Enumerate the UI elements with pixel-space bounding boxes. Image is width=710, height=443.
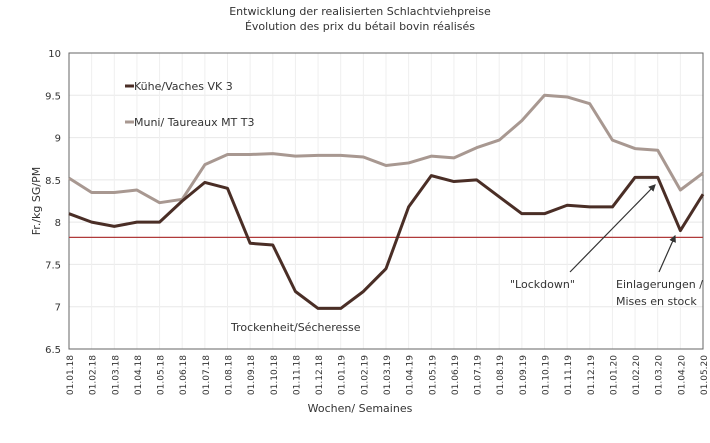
y-tick-label: 9.5: [45, 91, 61, 102]
x-tick-label: 01.01.19: [338, 355, 348, 395]
x-tick-label: 01.05.19: [428, 355, 438, 395]
x-tick-label: 01.07.18: [202, 355, 212, 395]
y-tick-label: 8: [55, 218, 61, 229]
x-tick-label: 01.02.18: [89, 355, 99, 395]
y-tick-label: 9: [55, 134, 61, 145]
y-tick-label: 7: [55, 303, 61, 314]
lockdown-arrow: [569, 184, 656, 273]
x-tick-label: 01.07.19: [474, 355, 484, 395]
x-tick-label: 01.10.19: [542, 355, 552, 395]
x-tick-label: 01.08.19: [496, 355, 506, 395]
x-tick-label: 01.06.19: [451, 355, 461, 395]
storage-arrow: [658, 234, 676, 273]
chart-title: Entwicklung der realisierten Schlachtvie…: [229, 5, 491, 18]
x-tick-label: 01.05.18: [157, 355, 167, 395]
chart-subtitle: Évolution des prix du bétail bovin réali…: [245, 20, 475, 33]
x-tick-label: 01.01.18: [66, 355, 76, 395]
x-tick-label: 01.08.18: [225, 355, 235, 395]
y-tick-label: 7.5: [45, 260, 61, 271]
x-tick-label: 01.04.18: [134, 355, 144, 395]
series-line-kuehe: [68, 174, 705, 310]
x-tick-label: 01.11.19: [564, 355, 574, 395]
x-tick-label: 01.04.19: [406, 355, 416, 395]
y-tick-label: 8.5: [45, 176, 61, 187]
series-line-muni: [68, 93, 704, 205]
x-tick-label: 01.09.19: [519, 355, 529, 395]
legend-label-kuehe: Kühe/Vaches VK 3: [134, 80, 233, 93]
x-tick-label: 01.10.18: [270, 355, 280, 395]
y-tick-label: 10: [48, 49, 61, 60]
x-tick-label: 01.04.20: [677, 355, 687, 395]
x-tick-label: 01.12.18: [315, 355, 325, 395]
plot-frame: [68, 52, 704, 350]
legend-label-muni: Muni/ Taureaux MT T3: [134, 116, 255, 129]
x-tick-label: 01.02.20: [632, 355, 642, 395]
x-axis-label: Wochen/ Semaines: [308, 402, 413, 415]
x-tick-label: 01.03.20: [655, 355, 665, 395]
annotation-drought: Trockenheit/Sécheresse: [230, 321, 361, 334]
x-tick-label: 01.03.19: [383, 355, 393, 395]
x-tick-label: 01.12.19: [587, 355, 597, 395]
x-tick-label: 01.05.20: [700, 355, 710, 395]
annotation-storage-2: Mises en stock: [616, 295, 697, 308]
legend: Kühe/Vaches VK 3 Muni/ Taureaux MT T3: [125, 80, 255, 129]
annotation-storage-1: Einlagerungen /: [616, 278, 703, 291]
y-axis-label: Fr./kg SG/PM: [30, 167, 43, 235]
x-tick-label: 01.11.18: [292, 355, 302, 395]
y-tick-label: 6.5: [45, 345, 61, 356]
annotation-lockdown: "Lockdown": [510, 278, 575, 291]
x-tick-label: 01.03.18: [111, 355, 121, 395]
x-tick-label: 01.09.18: [247, 355, 257, 395]
x-tick-label: 01.06.18: [179, 355, 189, 395]
x-tick-label: 01.01.20: [609, 355, 619, 395]
x-tick-label: 01.02.19: [360, 355, 370, 395]
